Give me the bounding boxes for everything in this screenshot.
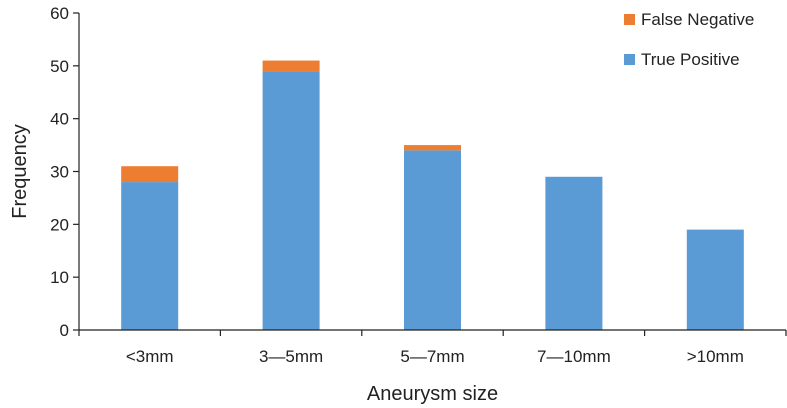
- x-tick-label: 3—5mm: [259, 347, 323, 366]
- legend-swatch: [624, 14, 635, 25]
- x-tick-label: 5—7mm: [400, 347, 464, 366]
- x-axis-ticks: <3mm 3—5mm 5—7mm 7—10mm >10mm: [78, 330, 787, 366]
- bar-true-positive: [686, 229, 744, 330]
- bars: [121, 60, 744, 330]
- x-tick-label: <3mm: [126, 347, 174, 366]
- bar-true-positive: [404, 150, 461, 330]
- legend-swatch: [624, 54, 635, 65]
- legend-label: False Negative: [641, 10, 754, 29]
- bar-true-positive: [545, 176, 603, 330]
- y-tick-label: 30: [50, 163, 69, 182]
- bar-true-positive: [262, 71, 320, 330]
- y-axis-ticks: 0 10 20 30 40 50 60: [50, 4, 79, 340]
- y-tick-label: 40: [50, 110, 69, 129]
- bar-false-negative: [404, 145, 461, 151]
- legend: False Negative True Positive: [624, 10, 754, 69]
- x-tick-label: >10mm: [687, 347, 744, 366]
- y-tick-label: 60: [50, 4, 69, 23]
- x-axis-title: Aneurysm size: [367, 383, 498, 405]
- x-tick-label: 7—10mm: [537, 347, 611, 366]
- y-tick-label: 10: [50, 268, 69, 287]
- y-tick-label: 20: [50, 215, 69, 234]
- bar-false-negative: [121, 166, 179, 183]
- y-tick-label: 0: [60, 321, 69, 340]
- y-axis-title: Frequency: [9, 124, 31, 219]
- bar-false-negative: [262, 60, 320, 72]
- bar-true-positive: [121, 182, 179, 330]
- legend-label: True Positive: [641, 50, 740, 69]
- y-tick-label: 50: [50, 57, 69, 76]
